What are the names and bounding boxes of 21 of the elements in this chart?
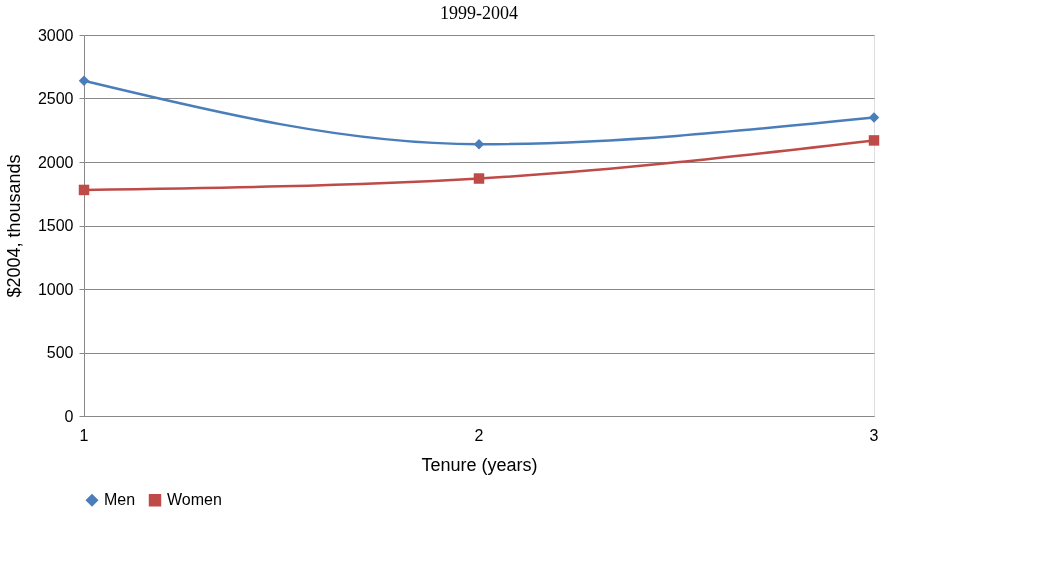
x-axis-title: Tenure (years)	[421, 454, 538, 475]
point	[868, 112, 880, 123]
y-tick-label: 1000	[37, 280, 74, 298]
point	[473, 173, 485, 184]
y-tick-label: 2500	[37, 90, 74, 107]
chart-title: 1999-2004	[440, 3, 518, 23]
legend-label: Women	[167, 491, 222, 509]
y-tick-label: 500	[46, 344, 74, 361]
point	[78, 184, 90, 196]
y-tick-label: 2000	[37, 153, 74, 171]
y-tick-label: 0	[64, 407, 74, 425]
x-tick-label: 1	[79, 427, 89, 444]
point	[78, 75, 90, 86]
y-tick-label: 1500	[37, 217, 74, 234]
point	[473, 138, 485, 150]
legend-label: Men	[104, 491, 136, 509]
y-axis-title: $2004, thousands	[3, 154, 24, 298]
y-tick-label: 3000	[37, 26, 74, 44]
x-tick-label: 2	[474, 427, 484, 444]
point	[868, 135, 880, 146]
x-tick-label: 3	[869, 427, 879, 444]
